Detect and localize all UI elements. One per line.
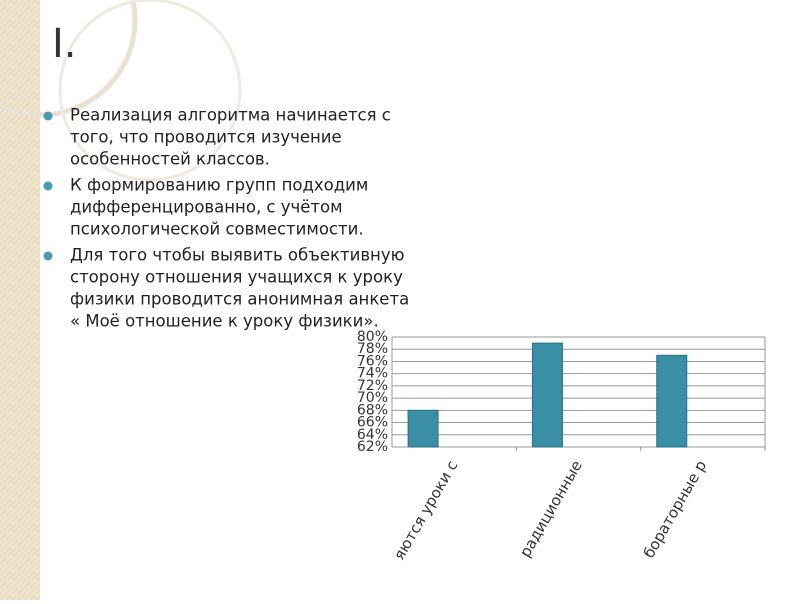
bullet-text: « Моё отношение к уроку физики».	[70, 312, 379, 331]
x-tick-label: бораторные р	[640, 457, 710, 561]
y-tick-label: 76%	[357, 353, 388, 369]
bullet-text: психологической совместимости.	[70, 220, 364, 239]
x-tick-label: яются уроки с	[390, 457, 462, 563]
y-tick-label: 78%	[357, 341, 388, 357]
bullet-dot	[43, 111, 53, 121]
bullet-text: сторону отношения учащихся к уроку	[70, 268, 403, 287]
bullet-text: К формированию групп подходим	[70, 176, 368, 195]
slide-title: I.	[52, 21, 77, 67]
y-tick-label: 80%	[357, 329, 388, 345]
bullet-text: физики проводится анонимная анкета	[70, 290, 409, 309]
y-tick-label: 68%	[357, 402, 388, 418]
bullet-dot	[43, 251, 53, 261]
bullets: Реализация алгоритма начинается с того, ч…	[43, 106, 409, 331]
x-tick-label: радиционные	[516, 457, 586, 560]
bullet-text: Реализация алгоритма начинается с	[70, 106, 391, 125]
y-tick-label: 64%	[357, 427, 388, 443]
y-tick-label: 74%	[357, 366, 388, 382]
y-tick-label: 62%	[357, 439, 388, 455]
y-tick-label: 72%	[357, 378, 388, 394]
bar	[531, 342, 563, 448]
y-tick-label: 70%	[357, 390, 388, 406]
bullet-text: того, что проводится изучение	[70, 128, 342, 147]
bar	[656, 354, 688, 448]
bullet-text: Для того чтобы выявить объективную	[70, 246, 404, 265]
bullet-text: особенностей классов.	[70, 150, 270, 169]
bullet-text: дифференцированно, с учётом	[70, 198, 343, 217]
side-band	[0, 0, 40, 600]
decor	[0, 0, 138, 118]
decor	[58, 0, 242, 182]
x-labels: яются уроки с радиционные бораторные р	[390, 457, 710, 563]
bullet-dot	[43, 181, 53, 191]
y-tick-label: 66%	[357, 415, 388, 431]
chart: 62%64%66%68%70%72%74%76%78%80% яются урок…	[357, 329, 766, 563]
bar	[407, 409, 439, 448]
